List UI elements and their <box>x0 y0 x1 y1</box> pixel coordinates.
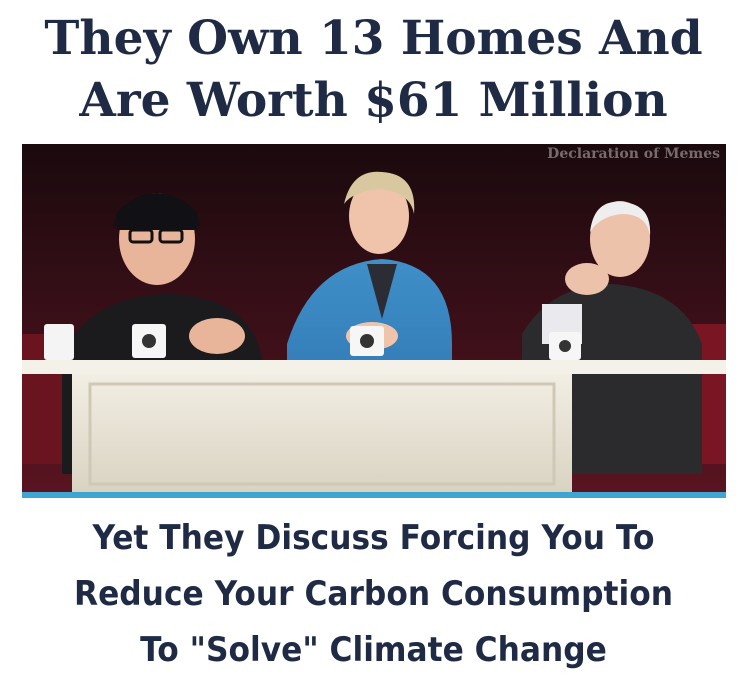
meme-photo: Declaration of Memes <box>22 144 726 498</box>
panel-scene-illustration <box>22 144 726 498</box>
desk <box>22 360 726 498</box>
mug-right <box>549 332 581 360</box>
mug-center <box>350 326 384 356</box>
top-caption-line-1: They Own 13 Homes And <box>44 11 703 66</box>
top-caption-line-2: Are Worth $61 Million <box>79 73 668 128</box>
mug-center-left <box>132 324 166 358</box>
bottom-caption: Yet They Discuss Forcing You To Reduce Y… <box>30 504 717 684</box>
top-caption: They Own 13 Homes And Are Worth $61 Mill… <box>0 0 747 140</box>
bottom-caption-line-2: Reduce Your Carbon Consumption <box>73 574 674 614</box>
bottom-caption-line-1: Yet They Discuss Forcing You To <box>92 518 655 558</box>
watermark: Declaration of Memes <box>547 146 720 162</box>
mug-left <box>44 324 74 360</box>
bottom-caption-line-3: To "Solve" Climate Change <box>140 630 607 670</box>
